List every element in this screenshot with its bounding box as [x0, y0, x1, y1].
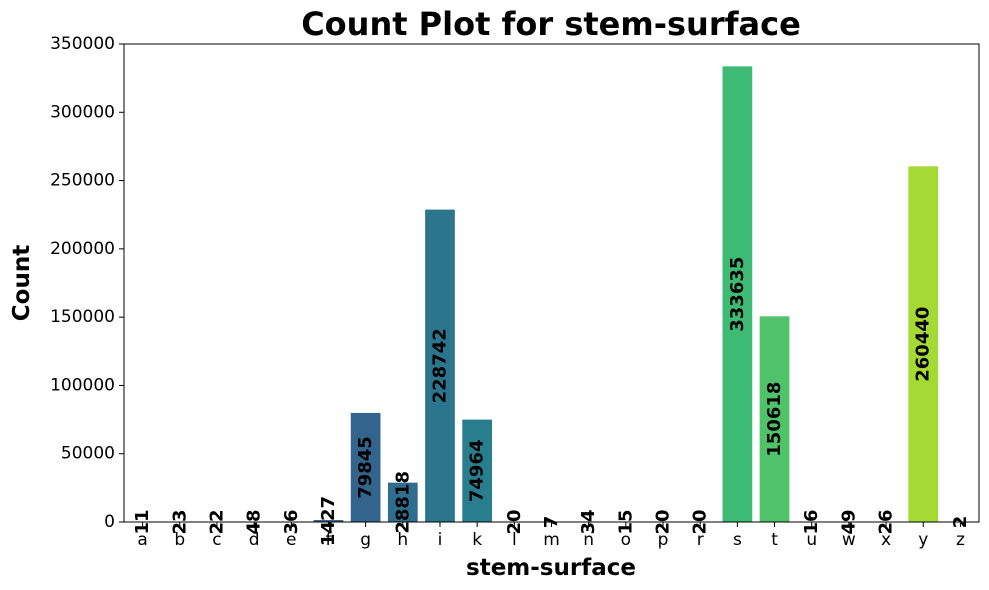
- bar-h: [387, 482, 418, 522]
- data-label-g: 79845: [355, 436, 376, 499]
- bar-y: [908, 166, 939, 522]
- x-tick-label-a: a: [137, 530, 147, 550]
- data-label-y: 260440: [913, 307, 934, 382]
- y-axis: 0 50000 100000 150000 200000 250000 300000 3500…: [50, 34, 124, 532]
- x-tick-label-o: o: [621, 530, 631, 550]
- x-tick-label-u: u: [806, 530, 817, 550]
- x-tick-label-s: s: [733, 530, 742, 550]
- bar-g: [350, 412, 381, 522]
- y-tick-label-300000: 300000: [50, 102, 115, 122]
- x-tick-label-y: y: [918, 530, 928, 550]
- x-tick-label-f: f: [325, 530, 332, 550]
- data-label-t: 150618: [764, 382, 785, 457]
- x-tick-label-c: c: [212, 530, 221, 550]
- bar-k: [462, 419, 493, 522]
- x-tick-label-x: x: [881, 530, 891, 550]
- x-axis-label: stem-surface: [466, 555, 636, 581]
- y-tick-label-150000: 150000: [50, 307, 115, 327]
- x-tick-label-r: r: [697, 530, 704, 550]
- x-tick-label-b: b: [174, 530, 185, 550]
- data-label-s: 333635: [727, 257, 748, 332]
- bar-t: [759, 316, 790, 522]
- chart-title: Count Plot for stem-surface: [301, 5, 801, 43]
- x-tick-label-n: n: [583, 530, 594, 550]
- data-label-k: 74964: [467, 439, 488, 502]
- data-label-i: 228742: [429, 328, 450, 403]
- x-tick-label-d: d: [249, 530, 260, 550]
- bar-s: [722, 66, 753, 522]
- y-tick-label-50000: 50000: [61, 444, 115, 464]
- x-tick-label-i: i: [438, 530, 443, 550]
- x-tick-label-p: p: [658, 530, 669, 550]
- y-tick-label-100000: 100000: [50, 375, 115, 395]
- data-label-f: 1427: [318, 496, 339, 546]
- x-tick-label-m: m: [543, 530, 560, 550]
- bars-layer: [127, 66, 939, 522]
- data-label-h: 28818: [392, 471, 413, 534]
- y-tick-label-200000: 200000: [50, 239, 115, 259]
- plot-frame: [123, 43, 980, 523]
- x-tick-label-z: z: [956, 530, 965, 550]
- y-tick-label-0: 0: [104, 512, 115, 532]
- bar-i: [425, 209, 455, 522]
- y-axis-label: Count: [9, 245, 35, 321]
- x-tick-label-h: h: [397, 530, 408, 550]
- x-tick-label-t: t: [771, 530, 778, 550]
- x-tick-label-l: l: [512, 530, 517, 550]
- y-tick-label-250000: 250000: [50, 171, 115, 191]
- x-tick-label-g: g: [360, 530, 371, 550]
- y-tick-label-350000: 350000: [50, 34, 115, 54]
- x-tick-label-k: k: [472, 530, 482, 550]
- bar-f: [313, 520, 344, 522]
- x-tick-label-w: w: [842, 530, 856, 550]
- x-tick-label-e: e: [286, 530, 296, 550]
